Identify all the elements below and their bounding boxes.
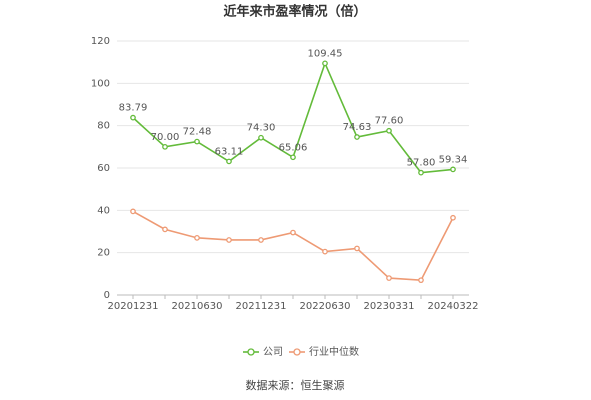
data-point [418,277,424,284]
data-point [130,114,136,121]
chart-title: 近年来市盈率情况（倍） [223,4,366,20]
data-label: 74.30 [247,123,276,134]
data-point [322,248,328,255]
data-point [194,235,200,241]
data-label: 70.00 [151,132,180,143]
data-point [226,237,232,243]
data-label: 59.34 [439,154,468,165]
data-label: 72.48 [183,127,212,138]
data-point [322,60,328,67]
data-label: 74.63 [343,122,372,133]
data-point [418,169,424,176]
data-label: 83.79 [119,103,148,114]
data-label: 109.45 [308,48,343,59]
y-tick-label: 60 [97,163,110,174]
data-point [258,237,264,243]
y-tick-label: 20 [97,248,110,259]
data-point [258,134,264,141]
data-point [450,166,456,173]
data-label: 57.80 [407,158,436,169]
legend-label: 行业中位数 [309,345,359,358]
series-line [132,210,454,282]
y-tick-label: 120 [91,36,110,47]
legend-marker [293,348,301,356]
y-tick-label: 40 [97,205,110,216]
data-point [194,138,200,145]
data-point [290,229,296,236]
y-tick-label: 100 [91,78,110,89]
data-point [386,275,392,281]
data-point [450,214,456,221]
data-point [290,154,296,161]
x-tick-label: 20201231 [108,301,159,312]
data-label: 65.06 [279,142,308,153]
data-point [354,134,360,140]
x-tick-label: 20210630 [172,301,223,312]
x-tick-label: 20211231 [236,301,287,312]
x-tick-label: 20240322 [428,301,479,312]
data-label: 63.11 [215,146,244,157]
x-tick-label: 20220630 [300,301,351,312]
y-tick-label: 80 [97,121,110,132]
legend-marker [247,348,255,356]
data-point [162,226,168,233]
data-point [354,245,360,252]
data-point [226,158,232,165]
source-note: 数据来源：恒生聚源 [246,378,345,392]
legend-label: 公司 [263,347,283,358]
y-tick-label: 0 [104,290,110,301]
data-label: 77.60 [375,116,404,127]
data-point [130,208,136,215]
x-tick-label: 20230331 [364,301,415,312]
data-point [162,143,168,150]
data-point [386,127,392,134]
